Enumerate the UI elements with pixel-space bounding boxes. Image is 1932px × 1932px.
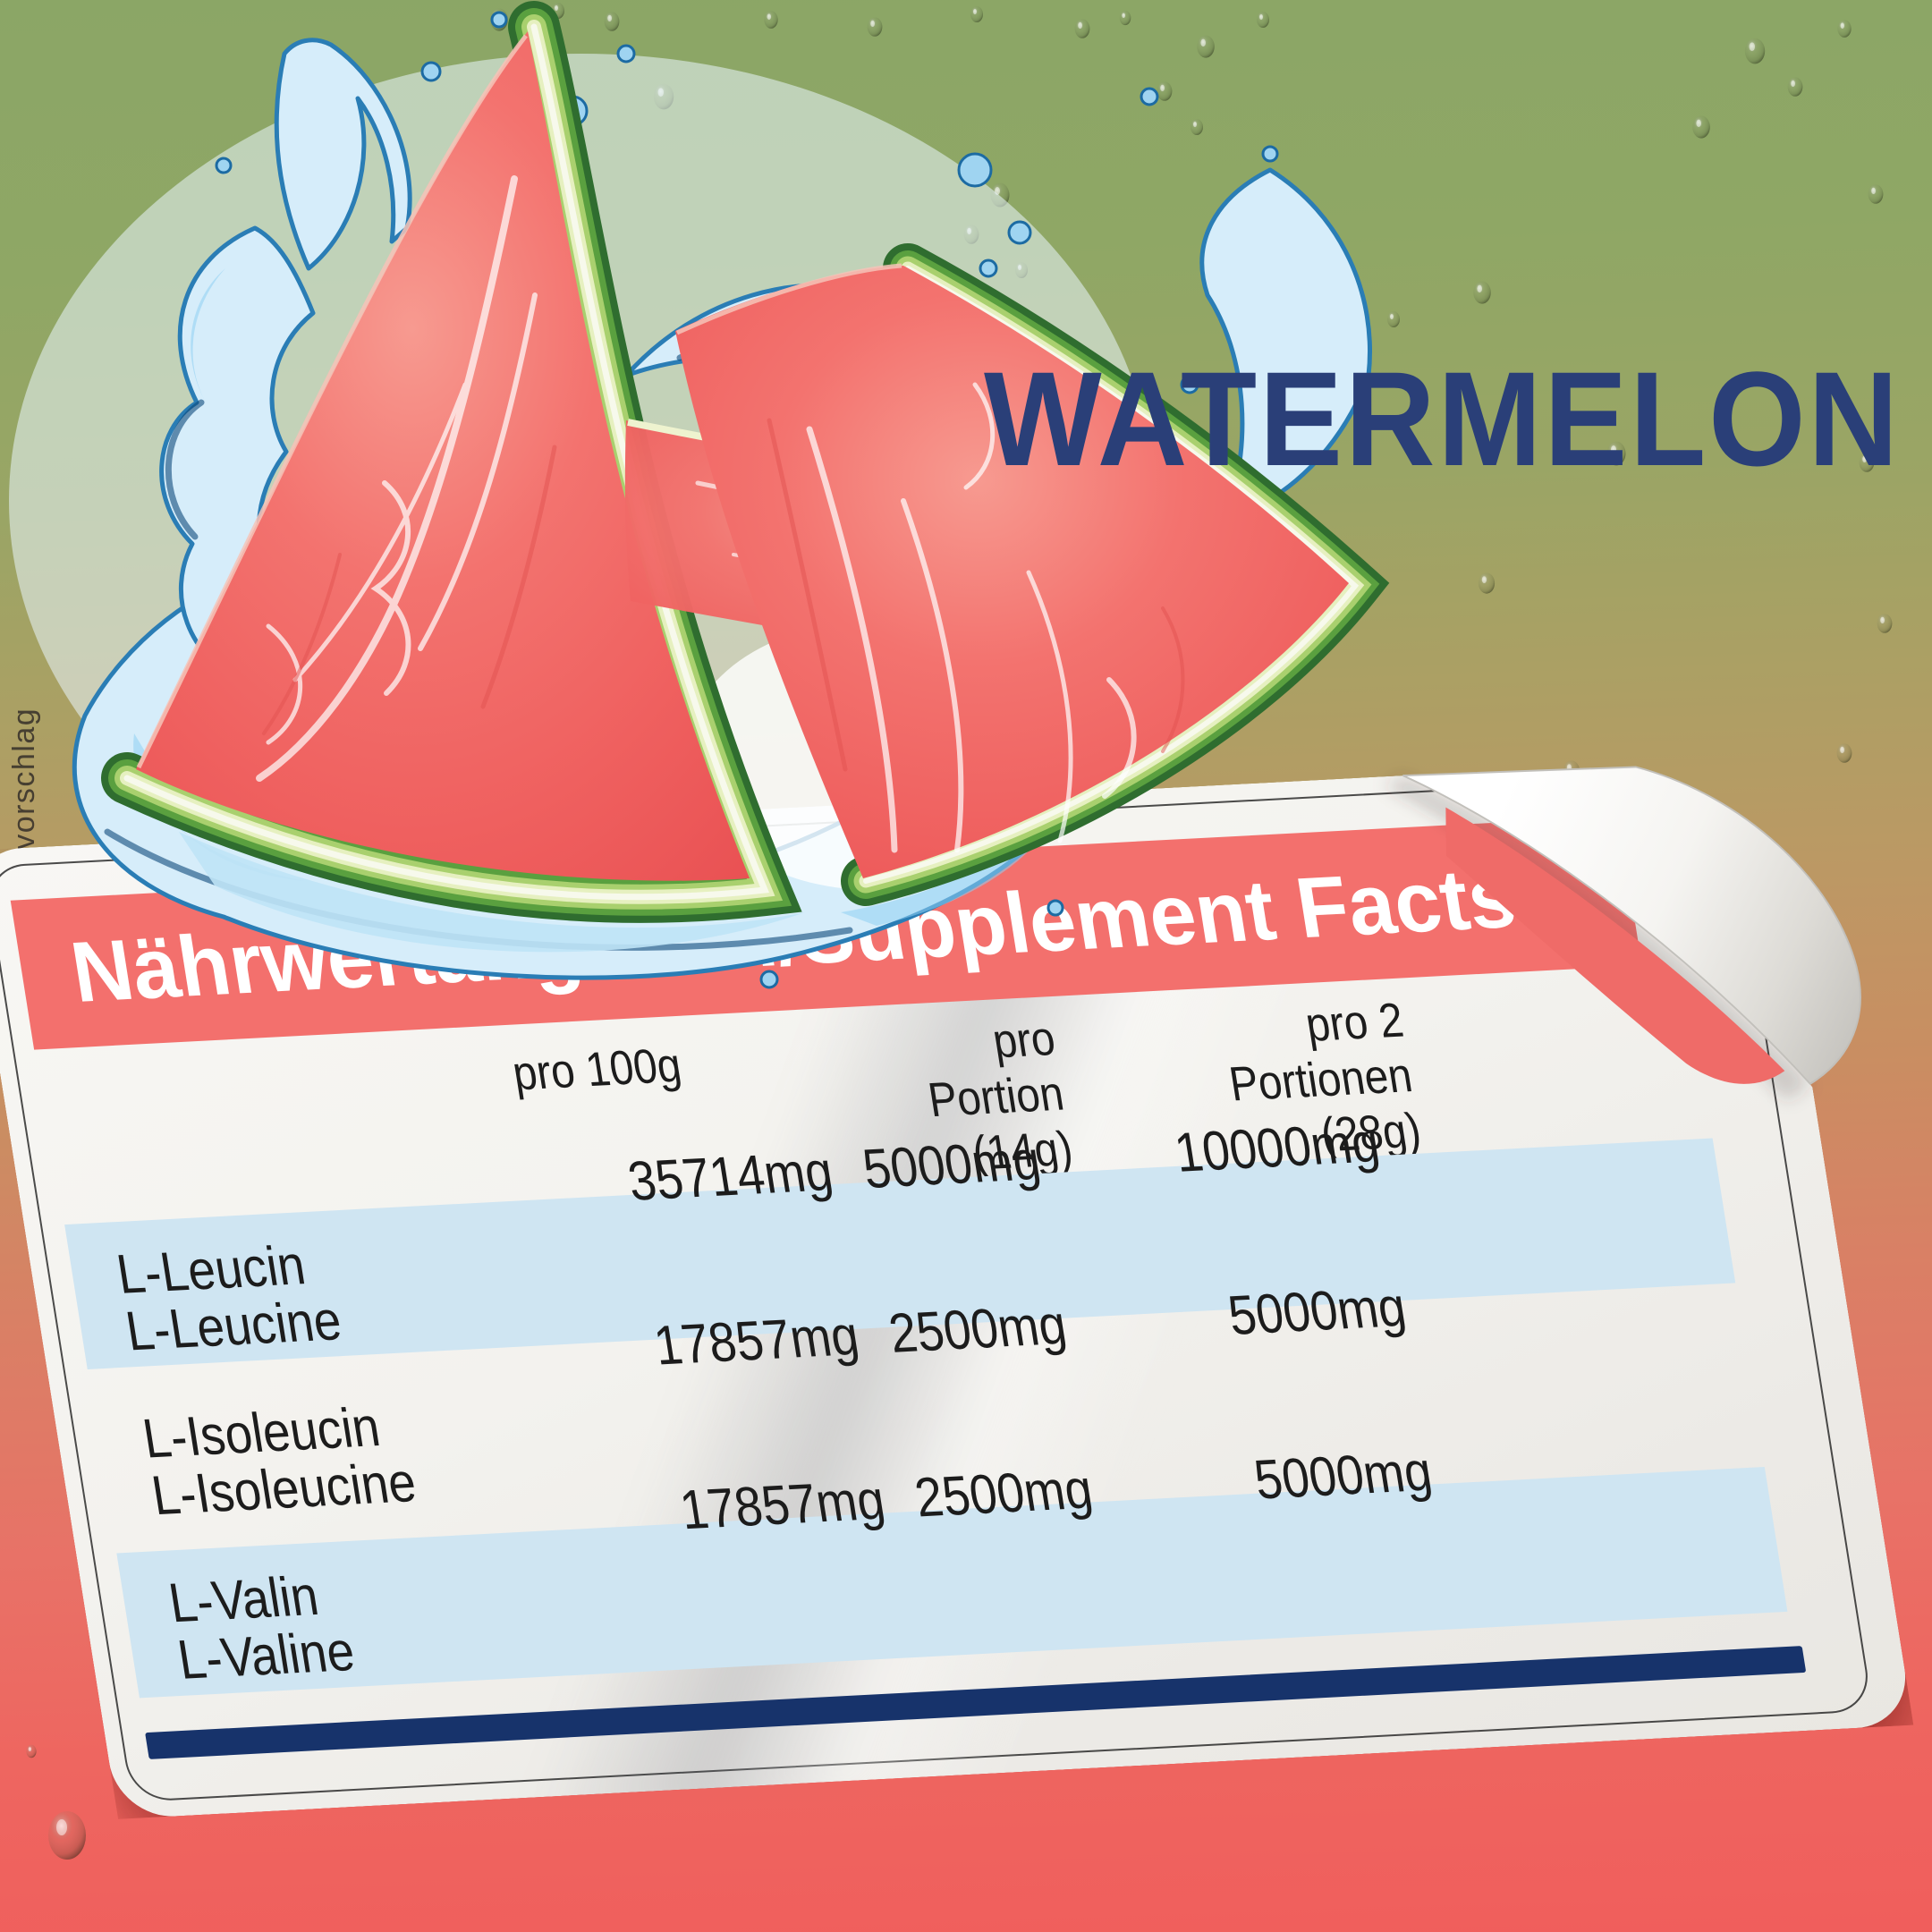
value-per-2-portions: 5000mg	[1250, 1440, 1436, 1512]
watermelon-splash-art	[9, 1, 1390, 989]
value-per-100g: 35714mg	[624, 1140, 838, 1213]
value-per-2-portions: 10000mg	[1171, 1112, 1385, 1184]
value-per-portion: 2500mg	[911, 1458, 1097, 1530]
splash-foreground-lip	[179, 832, 805, 953]
value-per-portion: 5000mg	[859, 1130, 1045, 1201]
splash-shading	[133, 268, 1064, 926]
value-per-portion: 2500mg	[885, 1293, 1071, 1365]
value-per-2-portions: 5000mg	[1224, 1276, 1411, 1347]
value-per-100g: 17857mg	[650, 1305, 864, 1377]
value-per-100g: 17857mg	[676, 1469, 890, 1542]
ingredient-name-en: L-Valine	[174, 1621, 359, 1691]
flavor-title: WATERMELON	[984, 343, 1901, 494]
watermelon-wedge-large	[101, 1, 802, 923]
watermelon-wedge-right	[675, 243, 1390, 906]
